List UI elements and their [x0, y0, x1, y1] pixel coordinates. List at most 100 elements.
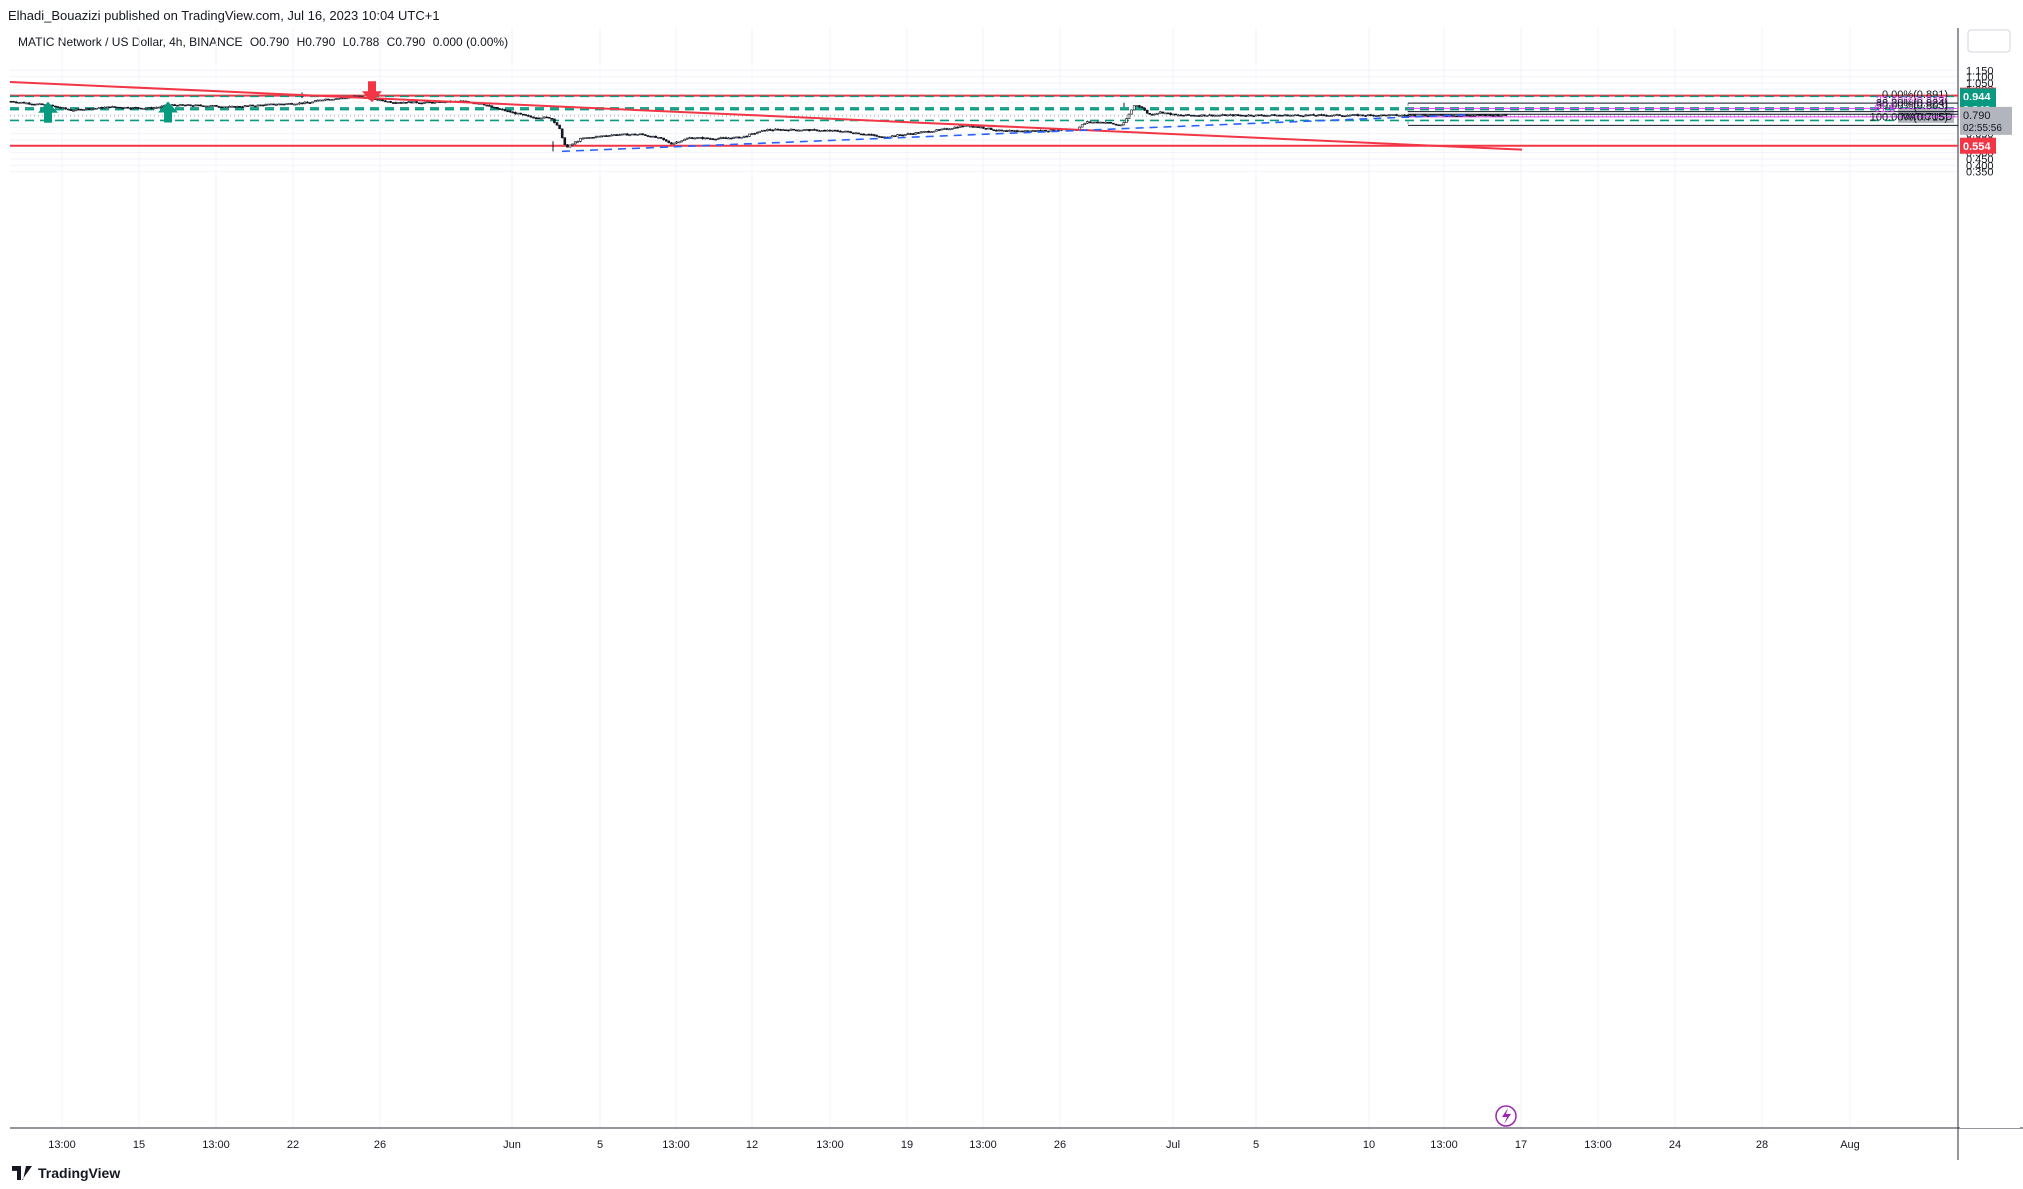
- candle-body: [766, 129, 769, 132]
- countdown-text: 02:55:56: [1963, 123, 2002, 134]
- chart-settings-button[interactable]: [1967, 29, 2011, 53]
- candle-body: [844, 130, 847, 133]
- candle-body: [90, 108, 93, 110]
- candle-body: [134, 107, 138, 109]
- candle-body: [693, 137, 697, 140]
- trendline-downtrend[interactable]: [9, 80, 1523, 151]
- candle-body: [79, 108, 83, 111]
- candle-body: [1161, 111, 1165, 114]
- candle-body: [891, 135, 894, 138]
- brand-name: TradingView: [38, 1165, 121, 1181]
- candle-body: [761, 129, 764, 132]
- candle-body: [787, 129, 790, 132]
- price-axis[interactable]: [1960, 28, 2020, 1128]
- candle-body: [628, 134, 632, 136]
- candle-body: [319, 99, 322, 102]
- candle-body: [287, 103, 291, 105]
- candle-body: [1322, 114, 1326, 116]
- candle-body: [688, 137, 691, 139]
- candle-body: [485, 104, 489, 107]
- candle-body: [737, 136, 741, 139]
- candle-body: [1262, 115, 1266, 117]
- candle-body: [246, 105, 249, 107]
- candle-body: [615, 134, 619, 136]
- candle-body: [1184, 114, 1188, 116]
- candle-body: [1252, 115, 1256, 118]
- candle-body: [901, 134, 905, 137]
- ohlc-high: H0.790: [296, 35, 336, 49]
- candle-body: [121, 107, 125, 110]
- candle-body: [620, 133, 624, 136]
- candle-body: [971, 125, 975, 128]
- candle-body: [160, 105, 164, 108]
- trendline-uptrend[interactable]: [561, 113, 1471, 153]
- candle-body: [339, 97, 343, 100]
- candle-body: [259, 104, 262, 107]
- candle-body: [828, 129, 832, 132]
- candle-body: [893, 135, 897, 138]
- candle-body: [1343, 115, 1347, 118]
- candle-body: [1348, 114, 1352, 117]
- candle-body: [394, 102, 398, 104]
- candle-body: [1372, 114, 1375, 117]
- candle-body: [1153, 113, 1157, 116]
- candle-body: [298, 102, 301, 105]
- candle-body: [815, 129, 819, 132]
- candle-body: [1002, 130, 1006, 132]
- candle-body: [1151, 113, 1154, 116]
- candle-body: [254, 105, 257, 108]
- candle-body: [839, 130, 842, 133]
- candle-body: [989, 127, 993, 130]
- arrow-up-icon[interactable]: [38, 101, 58, 123]
- candle-body: [1374, 115, 1378, 117]
- candle-body: [711, 138, 715, 141]
- candle-body: [1281, 114, 1284, 117]
- candle-body: [1166, 112, 1170, 115]
- candle-body: [524, 114, 528, 116]
- candle-body: [612, 134, 616, 136]
- price-tick-label: 0.450: [1966, 154, 1994, 166]
- candle-body: [911, 133, 915, 135]
- candle-body: [1158, 111, 1162, 114]
- candle-body: [638, 133, 642, 136]
- candle-body: [282, 103, 286, 106]
- candle-body: [1143, 107, 1146, 111]
- candle-body: [1452, 115, 1456, 118]
- candle-body: [1468, 114, 1471, 117]
- candle-body: [129, 107, 132, 110]
- candle-body: [30, 103, 34, 106]
- candle-body: [586, 137, 590, 139]
- candle-body: [1395, 114, 1399, 116]
- candle-body: [625, 133, 629, 136]
- candle-body: [264, 104, 268, 106]
- candle-body: [1470, 114, 1474, 117]
- candle-body: [852, 132, 855, 135]
- candle-body: [261, 104, 265, 107]
- candle-body: [1093, 121, 1097, 124]
- candle-body: [763, 129, 767, 132]
- candle-body: [38, 103, 41, 106]
- candle-body: [573, 141, 577, 145]
- candle-body: [27, 102, 31, 105]
- candle-body: [1047, 130, 1050, 133]
- candle-body: [137, 107, 140, 109]
- candle-body: [1268, 114, 1271, 117]
- candle-body: [1377, 115, 1380, 117]
- candle-body: [553, 118, 556, 123]
- candle-body: [280, 103, 283, 106]
- price-tick-label: 1.050: [1966, 78, 1994, 90]
- candle-body: [818, 130, 821, 133]
- candle-body: [100, 107, 104, 109]
- candle-body: [82, 109, 86, 111]
- arrow-down-icon[interactable]: [362, 81, 382, 103]
- candle-body: [1278, 114, 1282, 117]
- candle-body: [1138, 105, 1141, 108]
- candle-body: [186, 104, 190, 106]
- candle-body: [238, 105, 242, 108]
- symbol-name[interactable]: MATIC Network / US Dollar, 4h, BINANCE: [18, 35, 243, 49]
- candle-body: [948, 128, 951, 131]
- arrow-up-icon[interactable]: [158, 101, 178, 123]
- time-tick-label: 13:00: [969, 1139, 997, 1151]
- candle-body: [433, 101, 437, 104]
